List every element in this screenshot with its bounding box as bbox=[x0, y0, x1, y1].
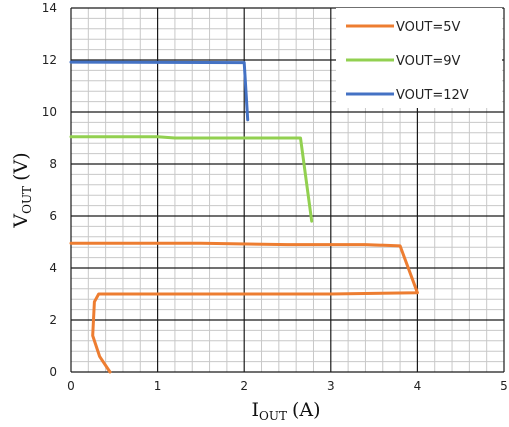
legend-label-9v: VOUT=9V bbox=[396, 54, 461, 69]
legend-label-5v: VOUT=5V bbox=[396, 20, 461, 35]
y-tick-label: 4 bbox=[49, 261, 57, 275]
x-tick-label: 4 bbox=[414, 379, 422, 393]
x-tick-label: 0 bbox=[67, 379, 75, 393]
x-tick-labels: 0 1 2 3 4 5 bbox=[67, 379, 508, 393]
x-axis-title-unit: (A) bbox=[292, 399, 321, 421]
x-tick-label: 2 bbox=[240, 379, 248, 393]
y-axis-title-unit: (V) bbox=[10, 152, 32, 181]
legend-label-12v: VOUT=12V bbox=[396, 88, 469, 103]
y-tick-labels: 0 2 4 6 8 10 12 14 bbox=[42, 1, 57, 379]
y-tick-label: 2 bbox=[49, 313, 57, 327]
legend: VOUT=5V VOUT=9V VOUT=12V bbox=[336, 8, 502, 108]
y-axis-title-main: V bbox=[10, 214, 32, 229]
series-line-1 bbox=[69, 135, 314, 223]
y-tick-label: 14 bbox=[42, 1, 57, 15]
x-tick-label: 5 bbox=[500, 379, 508, 393]
series-layer bbox=[69, 60, 419, 374]
x-axis-title: IOUT (A) bbox=[251, 399, 320, 423]
x-axis-title-main: I bbox=[251, 399, 259, 421]
x-axis-title-sub: OUT bbox=[259, 409, 287, 423]
y-tick-label: 12 bbox=[42, 53, 57, 67]
x-tick-label: 1 bbox=[154, 379, 162, 393]
y-tick-label: 10 bbox=[42, 105, 57, 119]
series-line-0 bbox=[69, 241, 419, 374]
y-axis-title-sub: OUT bbox=[20, 186, 34, 214]
y-tick-label: 0 bbox=[49, 365, 57, 379]
y-tick-label: 6 bbox=[49, 209, 57, 223]
x-tick-label: 3 bbox=[327, 379, 335, 393]
y-axis-title: VOUT (V) bbox=[10, 152, 34, 228]
series-line-2 bbox=[69, 60, 250, 122]
y-tick-label: 8 bbox=[49, 157, 57, 171]
